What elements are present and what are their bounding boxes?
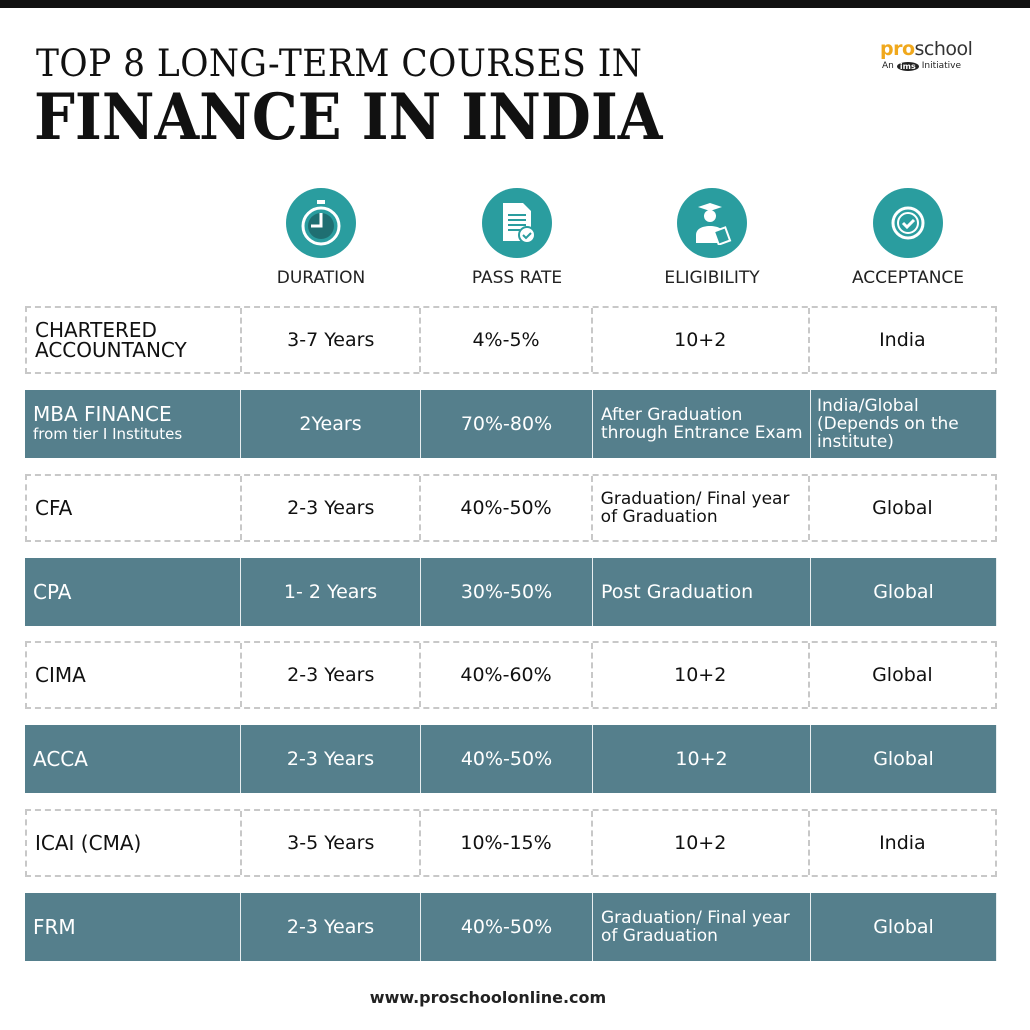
acceptance-cell: Global xyxy=(811,558,997,626)
course-name: ACCA xyxy=(33,747,88,771)
table-row: ACCA 2-3 Years 40%-50% 10+2 Global xyxy=(25,725,997,793)
duration-cell: 2Years xyxy=(241,390,421,458)
eligibility-cell: 10+2 xyxy=(593,725,811,793)
acceptance-cell: India xyxy=(879,329,926,351)
course-cell: CFA xyxy=(27,476,243,540)
table-row: MBA FINANCE from tier I Institutes 2Years 7… xyxy=(25,390,997,458)
duration-cell: 3-5 Years xyxy=(242,811,422,875)
course-cell: MBA FINANCE from tier I Institutes xyxy=(25,390,241,458)
acceptance-cell: Global xyxy=(872,497,933,519)
logo-pro: pro xyxy=(880,38,915,60)
pass-rate-cell: 40%-50% xyxy=(421,893,593,961)
title-line-1: TOP 8 LONG-TERM COURSES IN xyxy=(36,42,643,85)
header-duration: DURATION xyxy=(231,188,411,288)
pass-rate-cell: 40%-50% xyxy=(421,476,593,540)
duration-cell: 1- 2 Years xyxy=(241,558,421,626)
acceptance-cell: India/Global (Depends on the institute) xyxy=(811,390,997,458)
table-row: CHARTERED ACCOUNTANCY 3-7 Years 4%-5% 10+2 I… xyxy=(25,306,997,374)
table-row: CPA 1- 2 Years 30%-50% Post Graduation Globa… xyxy=(25,558,997,626)
course-cell: FRM xyxy=(25,893,241,961)
acceptance-cell: Global xyxy=(811,725,997,793)
duration-cell: 2-3 Years xyxy=(241,725,421,793)
eligibility-cell: 10+2 xyxy=(593,643,810,707)
acceptance-cell: Global xyxy=(811,893,997,961)
check-badge-icon xyxy=(873,188,943,258)
pass-rate-cell: 40%-50% xyxy=(421,725,593,793)
website-url: www.proschoolonline.com xyxy=(369,988,607,1007)
duration-cell: 2-3 Years xyxy=(242,643,422,707)
eligibility-cell: Post Graduation xyxy=(593,558,811,626)
pass-rate-cell: 40%-60% xyxy=(421,643,593,707)
course-name: FRM xyxy=(33,915,76,939)
header-label: PASS RATE xyxy=(471,268,563,288)
duration-cell: 2-3 Years xyxy=(241,893,421,961)
graduate-icon xyxy=(677,188,747,258)
table-row: CFA 2-3 Years 40%-50% Graduation/ Final yea… xyxy=(25,474,997,542)
course-cell: CHARTERED ACCOUNTANCY xyxy=(27,308,243,372)
document-check-icon xyxy=(482,188,552,258)
logo-school: school xyxy=(914,38,973,60)
table-row: CIMA 2-3 Years 40%-60% 10+2 Global xyxy=(25,641,997,709)
course-name: ICAI (CMA) xyxy=(35,831,142,855)
pass-rate-cell: 4%-5% xyxy=(421,308,593,372)
table-row: FRM 2-3 Years 40%-50% Graduation/ Final yea… xyxy=(25,893,997,961)
eligibility-cell: 10+2 xyxy=(593,308,810,372)
eligibility-cell: Graduation/ Final year of Graduation xyxy=(593,476,810,540)
logo-prefix: An xyxy=(882,61,894,71)
eligibility-cell: 10+2 xyxy=(593,811,810,875)
eligibility-cell: Graduation/ Final year of Graduation xyxy=(593,893,811,961)
course-name: CIMA xyxy=(35,663,86,687)
course-cell: CIMA xyxy=(27,643,243,707)
pass-rate-cell: 70%-80% xyxy=(421,390,593,458)
top-bar xyxy=(0,0,1030,8)
duration-cell: 2-3 Years xyxy=(242,476,422,540)
header-eligibility: ELIGIBILITY xyxy=(622,188,802,288)
header-label: ACCEPTANCE xyxy=(851,268,965,288)
header-label: DURATION xyxy=(276,268,366,288)
duration-cell: 3-7 Years xyxy=(242,308,422,372)
course-cell: ACCA xyxy=(25,725,241,793)
logo-suffix: Initiative xyxy=(921,61,962,71)
course-cell: CPA xyxy=(25,558,241,626)
ims-logo: ims xyxy=(896,61,919,71)
course-subtitle: from tier I Institutes xyxy=(33,425,183,443)
header-pass-rate: PASS RATE xyxy=(427,188,607,288)
acceptance-cell: Global xyxy=(872,664,933,686)
eligibility-cell: After Graduation through Entrance Exam xyxy=(593,390,811,458)
course-name: CPA xyxy=(33,580,72,604)
header-label: ELIGIBILITY xyxy=(664,268,760,288)
pass-rate-cell: 10%-15% xyxy=(421,811,593,875)
proschool-logo: proschool An ims Initiative xyxy=(880,38,1000,71)
course-name: MBA FINANCE xyxy=(33,402,172,426)
stopwatch-icon xyxy=(286,188,356,258)
acceptance-cell: India xyxy=(879,832,926,854)
course-name: CFA xyxy=(35,496,73,520)
header-acceptance: ACCEPTANCE xyxy=(818,188,998,288)
title-line-2: FINANCE IN INDIA xyxy=(34,80,663,155)
pass-rate-cell: 30%-50% xyxy=(421,558,593,626)
course-cell: ICAI (CMA) xyxy=(27,811,243,875)
course-name: CHARTERED ACCOUNTANCY xyxy=(35,318,187,362)
table-row: ICAI (CMA) 3-5 Years 10%-15% 10+2 India xyxy=(25,809,997,877)
